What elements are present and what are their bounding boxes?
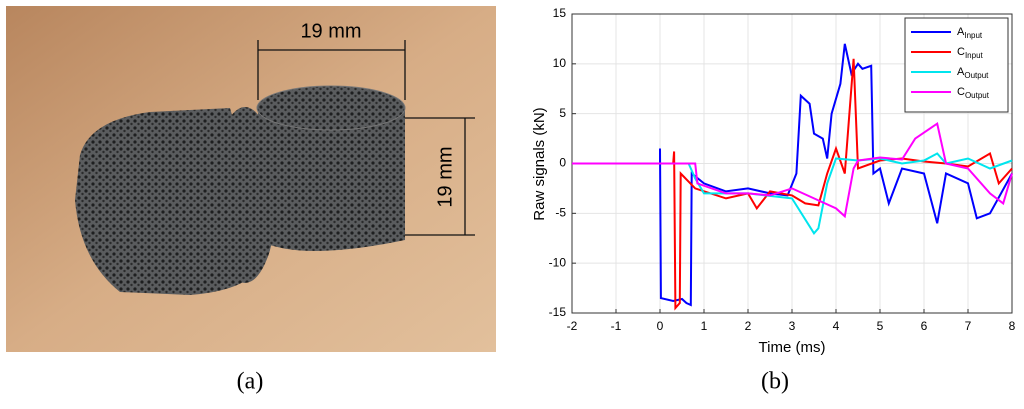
y-tick-label: 15 xyxy=(553,6,567,20)
y-tick-label: 0 xyxy=(559,156,566,170)
photo: 19 mm 19 mm xyxy=(6,6,496,352)
y-tick-label: 5 xyxy=(559,106,566,120)
legend-label: COutput xyxy=(957,86,990,100)
x-tick-label: 0 xyxy=(657,319,664,333)
y-tick-label: -15 xyxy=(549,305,567,319)
x-tick-label: -2 xyxy=(567,319,578,333)
x-tick-label: 5 xyxy=(877,319,884,333)
caption: (a) xyxy=(237,369,264,395)
x-tick-label: 4 xyxy=(833,319,840,333)
x-tick-label: 1 xyxy=(701,319,708,333)
legend-label: AOutput xyxy=(957,66,989,80)
y-tick-label: -5 xyxy=(555,206,566,220)
x-axis-label: Time (ms) xyxy=(759,339,826,356)
series-line xyxy=(572,121,1013,219)
x-tick-label: 8 xyxy=(1009,319,1016,333)
caption: (b) xyxy=(761,369,789,395)
x-tick-label: 2 xyxy=(745,319,752,333)
legend-box xyxy=(904,17,1009,113)
foam-cylinder xyxy=(258,110,405,251)
x-tick-label: 7 xyxy=(965,319,972,333)
y-axis-label: Raw signals (kN) xyxy=(531,107,548,220)
dimension-lines xyxy=(257,40,475,236)
dimension-label: 19 mm xyxy=(300,20,361,42)
y-tick-label: 10 xyxy=(553,56,567,70)
series-line xyxy=(572,43,1013,307)
legend-label: CInput xyxy=(957,46,984,60)
dimension-label: 19 mm xyxy=(434,146,456,207)
x-tick-label: 3 xyxy=(789,319,796,333)
y-tick-label: -10 xyxy=(549,255,567,269)
foam-cylinder-top xyxy=(256,85,406,131)
legend-label: AInput xyxy=(957,26,983,40)
x-tick-label: 6 xyxy=(921,319,928,333)
series-line xyxy=(572,58,1013,311)
x-tick-label: -1 xyxy=(611,319,622,333)
